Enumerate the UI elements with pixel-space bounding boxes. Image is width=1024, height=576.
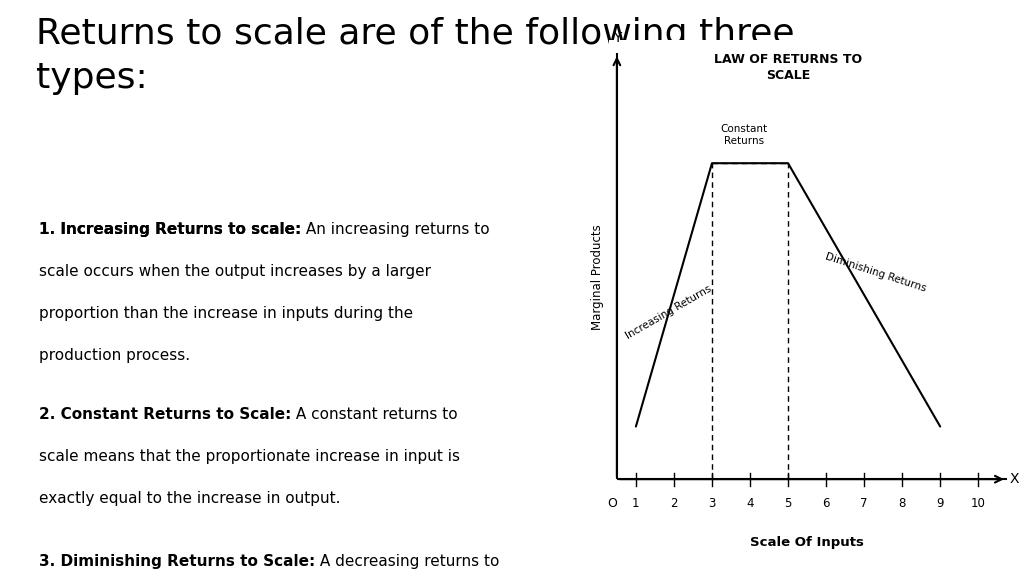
Text: scale occurs when the output increases by a larger: scale occurs when the output increases b… (39, 264, 431, 279)
Text: Y: Y (612, 31, 622, 45)
Text: 1. Increasing Returns to scale:: 1. Increasing Returns to scale: (39, 222, 301, 237)
Text: X: X (1010, 472, 1019, 486)
Text: 2. Constant Returns to Scale:: 2. Constant Returns to Scale: (39, 407, 291, 422)
Text: A constant returns to: A constant returns to (291, 407, 458, 422)
Text: 1. Increasing Returns to scale: An increasing returns to: 1. Increasing Returns to scale: An incre… (39, 222, 460, 237)
Text: scale means that the proportionate increase in input is: scale means that the proportionate incre… (39, 449, 460, 464)
Text: 3: 3 (709, 497, 716, 510)
Text: 10: 10 (971, 497, 986, 510)
Text: exactly equal to the increase in output.: exactly equal to the increase in output. (39, 491, 340, 506)
Text: proportion than the increase in inputs during the: proportion than the increase in inputs d… (39, 306, 413, 321)
Text: An increasing returns to: An increasing returns to (301, 222, 489, 237)
Text: Marginal Products: Marginal Products (592, 225, 604, 330)
Text: 7: 7 (860, 497, 868, 510)
Text: 9: 9 (936, 497, 944, 510)
Text: 3. Diminishing Returns to Scale:: 3. Diminishing Returns to Scale: (39, 554, 315, 569)
Text: LAW OF RETURNS TO
SCALE: LAW OF RETURNS TO SCALE (714, 54, 862, 82)
Text: 8: 8 (898, 497, 906, 510)
Text: Scale Of Inputs: Scale Of Inputs (751, 536, 864, 550)
Text: 6: 6 (822, 497, 829, 510)
Text: Returns to scale are of the following three
types:: Returns to scale are of the following th… (36, 17, 795, 94)
Text: 1. Increasing Returns to scale:: 1. Increasing Returns to scale: (39, 222, 301, 237)
Text: 5: 5 (784, 497, 792, 510)
Text: 2: 2 (670, 497, 678, 510)
Text: 4: 4 (746, 497, 754, 510)
Text: Increasing Returns: Increasing Returns (624, 284, 713, 341)
Text: 1: 1 (632, 497, 640, 510)
Text: production process.: production process. (39, 348, 190, 363)
Text: Diminishing Returns: Diminishing Returns (823, 252, 928, 294)
Text: A decreasing returns to: A decreasing returns to (315, 554, 500, 569)
Text: Constant
Returns: Constant Returns (721, 124, 768, 146)
Text: O: O (607, 497, 617, 510)
